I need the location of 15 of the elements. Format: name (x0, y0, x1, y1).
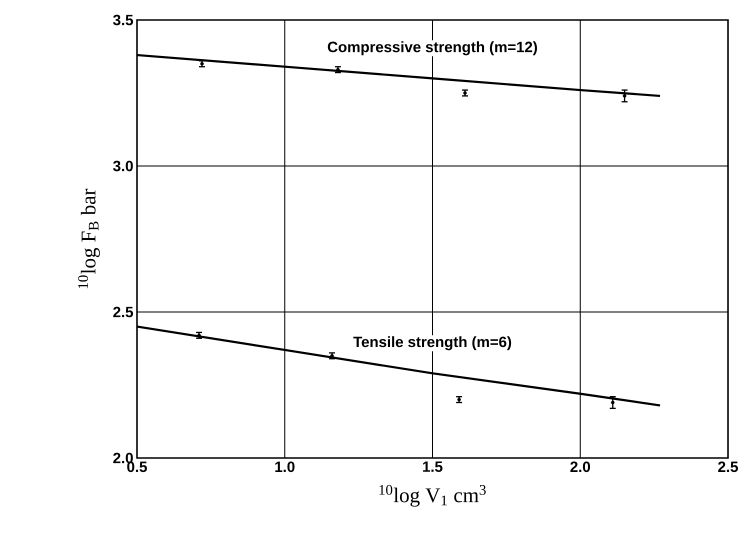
y-tick-label: 2.5 (113, 306, 134, 318)
series-label: Tensile strength (m=6) (353, 336, 512, 350)
y-tick-label: 2.0 (113, 452, 133, 464)
x-axis-title: $^{10}$log V$_{1}$ cm$^{3}$ (379, 484, 486, 507)
y-tick-label: 3.0 (113, 160, 133, 172)
x-tick-label: 1.0 (275, 462, 295, 472)
x-tick-label: 1.5 (423, 462, 442, 472)
y-axis-title: $^{10}$log F$_{B}$ bar (78, 188, 100, 288)
x-tick-label: 2.0 (570, 462, 590, 472)
x-tick-label: 2.5 (718, 462, 738, 472)
series-label: Compressive strength (m=12) (328, 41, 537, 56)
point (622, 94, 626, 98)
point (610, 400, 615, 404)
y-tick-label: 3.5 (113, 14, 134, 26)
x-tick-label: 0.5 (127, 462, 147, 472)
